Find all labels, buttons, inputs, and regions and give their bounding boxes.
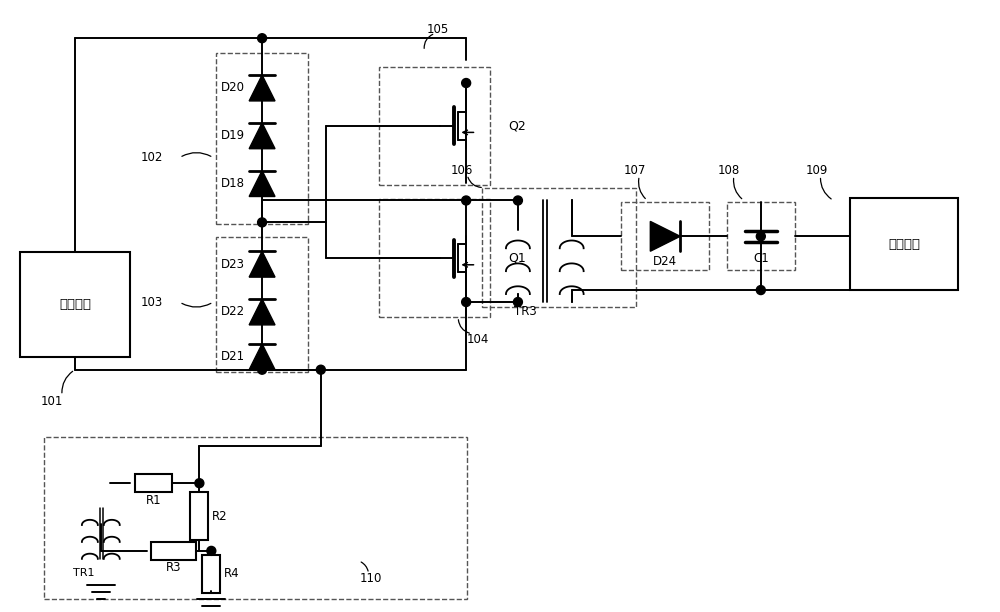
Circle shape	[207, 547, 216, 555]
Text: D24: D24	[653, 255, 677, 267]
Bar	[727, 203, 795, 270]
Text: D18: D18	[221, 177, 245, 190]
Text: R2: R2	[211, 510, 227, 523]
Bar	[44, 438, 467, 599]
Bar	[20, 252, 130, 357]
Circle shape	[462, 78, 471, 88]
Bar	[202, 555, 220, 592]
Bar	[379, 200, 490, 317]
Polygon shape	[249, 123, 275, 149]
Text: 109: 109	[805, 164, 828, 177]
Text: D19: D19	[221, 129, 245, 142]
Text: 106: 106	[451, 164, 473, 177]
Bar	[135, 474, 172, 492]
Polygon shape	[650, 222, 680, 252]
Polygon shape	[249, 344, 275, 370]
Bar	[850, 198, 958, 290]
Text: D23: D23	[221, 258, 245, 271]
Circle shape	[462, 297, 471, 307]
Text: 105: 105	[427, 23, 449, 35]
Text: D22: D22	[221, 305, 245, 318]
Text: R4: R4	[223, 567, 239, 580]
Text: D21: D21	[221, 350, 245, 364]
Circle shape	[258, 218, 267, 227]
Text: R1: R1	[146, 494, 161, 507]
Circle shape	[258, 34, 267, 43]
Text: 输入模块: 输入模块	[59, 298, 91, 311]
Circle shape	[462, 196, 471, 205]
Text: Q1: Q1	[508, 252, 526, 265]
Bar	[621, 203, 709, 270]
Text: D20: D20	[221, 81, 245, 94]
Text: 104: 104	[467, 334, 489, 346]
Text: R3: R3	[166, 561, 181, 574]
Circle shape	[513, 297, 522, 307]
Text: Q2: Q2	[508, 119, 526, 132]
Bar	[151, 542, 196, 560]
Bar	[216, 53, 308, 225]
Text: 101: 101	[41, 395, 63, 408]
Text: TR3: TR3	[514, 305, 536, 318]
Circle shape	[513, 196, 522, 205]
Text: TR1: TR1	[73, 568, 95, 578]
Circle shape	[258, 365, 267, 374]
Text: 110: 110	[359, 572, 382, 585]
Polygon shape	[249, 171, 275, 196]
Text: 103: 103	[140, 296, 163, 308]
Text: 102: 102	[140, 151, 163, 164]
Text: 108: 108	[718, 164, 740, 177]
Text: C1: C1	[753, 252, 769, 265]
Polygon shape	[249, 299, 275, 325]
Bar	[216, 237, 308, 371]
Circle shape	[756, 232, 765, 241]
Text: 输出模块: 输出模块	[888, 238, 920, 251]
Polygon shape	[249, 252, 275, 277]
Circle shape	[316, 365, 325, 374]
Bar	[379, 67, 490, 185]
Circle shape	[756, 286, 765, 294]
Polygon shape	[249, 75, 275, 101]
Circle shape	[195, 479, 204, 488]
Bar	[190, 492, 208, 540]
Bar	[482, 187, 636, 307]
Text: 107: 107	[623, 164, 646, 177]
